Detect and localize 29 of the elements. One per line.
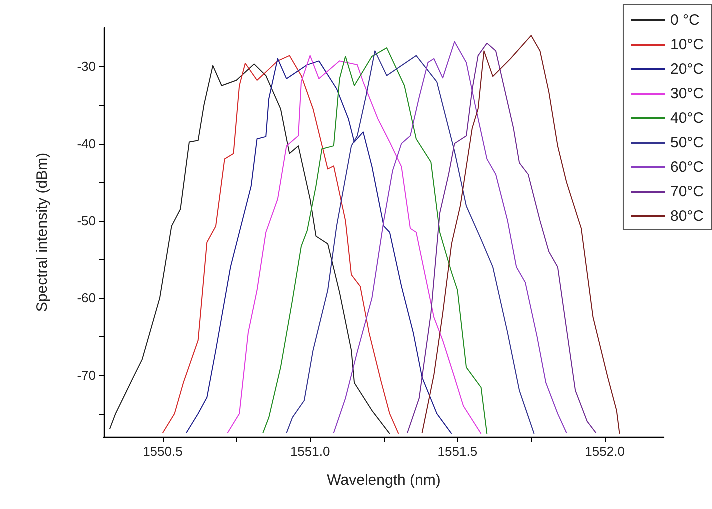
line-series (227, 55, 482, 434)
line-series (422, 35, 620, 434)
legend-label: 50°C (670, 134, 704, 152)
legend-label: 0 °C (670, 12, 700, 29)
legend-label: 70°C (670, 184, 704, 200)
line-series (407, 42, 597, 434)
legend-label: 20°C (670, 61, 704, 78)
line-series (286, 50, 535, 434)
x-axis-title: Wavelength (nm) (327, 472, 441, 489)
y-tick-label: -50 (77, 213, 96, 228)
legend-label: 40°C (670, 110, 704, 127)
line-series (186, 58, 452, 434)
x-tick-label: 1551.0 (290, 444, 330, 459)
x-tick-label: 1550.5 (143, 444, 183, 459)
legend-label: 80°C (670, 208, 704, 225)
line-series (333, 41, 568, 434)
line-series (109, 64, 390, 434)
legend-label: 60°C (670, 159, 704, 176)
y-tick-label: -60 (77, 290, 96, 306)
legend-label: 10°C (670, 36, 704, 54)
y-tick-label: -40 (77, 136, 96, 152)
y-tick-label: -30 (77, 59, 96, 74)
x-tick-label: 1551.5 (438, 444, 478, 459)
line-series (262, 48, 488, 434)
line-series (162, 55, 400, 434)
legend-label: 30°C (670, 86, 704, 102)
y-axis-title: Spectral intensity (dBm) (34, 152, 51, 312)
x-tick-label: 1552.0 (585, 444, 625, 459)
y-tick-label: -70 (77, 368, 96, 383)
